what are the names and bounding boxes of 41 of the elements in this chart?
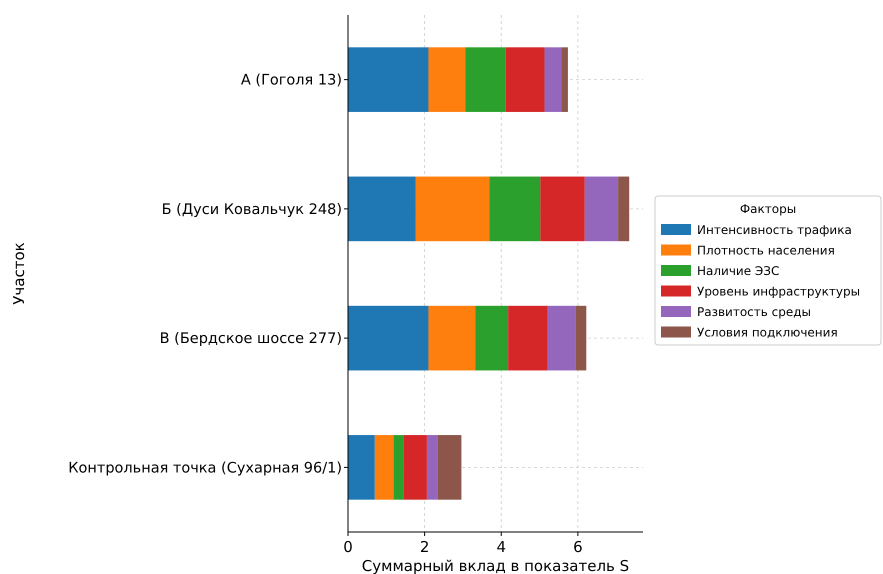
bar	[348, 306, 428, 370]
bar	[576, 306, 586, 370]
bar	[618, 176, 630, 242]
bar	[348, 176, 416, 242]
legend-label: Плотность населения	[697, 244, 835, 258]
bar	[394, 435, 404, 500]
x-axis-title: Суммарный вклад в показатель S	[362, 557, 630, 574]
x-tick-label: 0	[343, 538, 353, 556]
x-tick-label: 6	[573, 538, 583, 556]
bar	[348, 435, 375, 500]
bar	[428, 306, 476, 370]
x-tick-label: 4	[496, 538, 506, 556]
bar	[416, 176, 490, 242]
legend-label: Развитость среды	[697, 305, 812, 320]
bar	[584, 176, 618, 242]
legend-label: Условия подключения	[697, 326, 838, 340]
y-tick-label: В (Бердское шоссе 277)	[160, 331, 342, 348]
bar	[428, 47, 466, 112]
legend-label: Интенсивность трафика	[697, 223, 852, 238]
bar	[548, 306, 576, 370]
bar	[489, 176, 540, 242]
bar	[508, 306, 548, 370]
bar	[506, 47, 545, 112]
bar	[465, 47, 506, 112]
legend-label: Наличие ЭЗС	[697, 264, 780, 278]
y-tick-label: Контрольная точка (Сухарная 96/1)	[68, 460, 342, 476]
bar	[540, 176, 585, 242]
legend-title: Факторы	[740, 202, 796, 216]
bar	[544, 47, 562, 112]
legend-label: Уровень инфраструктуры	[697, 284, 860, 299]
bar	[475, 306, 508, 370]
y-axis-title: Участок	[10, 242, 28, 305]
bar	[348, 47, 428, 112]
y-tick-label: А (Гоголя 13)	[240, 72, 342, 89]
bar	[374, 435, 394, 500]
x-tick-label: 2	[420, 538, 430, 556]
bar	[426, 435, 438, 500]
y-tick-label: Б (Дуси Ковальчук 248)	[162, 202, 342, 218]
bar	[438, 435, 462, 500]
bar	[561, 47, 568, 112]
bar	[404, 435, 427, 500]
